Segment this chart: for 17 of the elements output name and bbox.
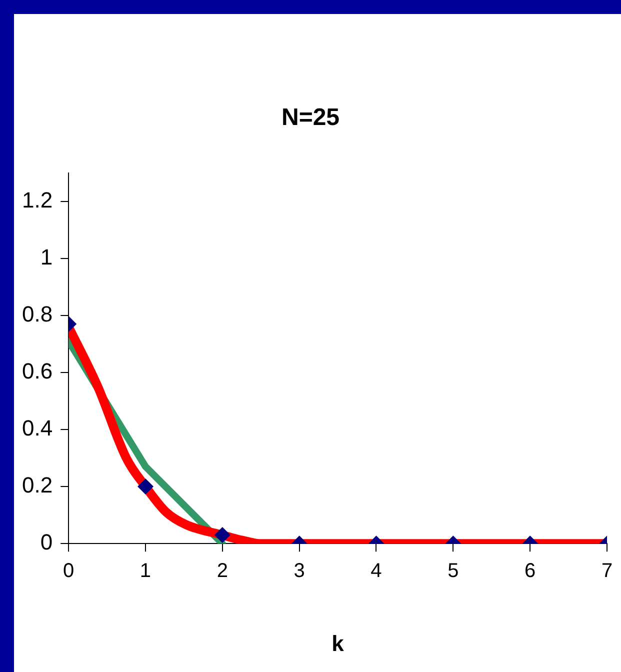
x-tick-label: 2: [216, 560, 228, 582]
y-tick-label: 0: [40, 530, 53, 555]
y-tick-label: 0.6: [22, 358, 53, 384]
x-tick-label: 4: [370, 560, 382, 582]
y-tick-label: 0.4: [22, 416, 53, 441]
y-tick-label: 0.8: [22, 301, 53, 326]
y-tick-label: 0.2: [22, 472, 53, 498]
x-tick-label: 7: [601, 560, 613, 582]
x-tick-label: 3: [294, 560, 305, 582]
x-tick-label: 6: [524, 560, 536, 582]
x-tick-label: 0: [63, 560, 74, 582]
y-tick-label: 1.2: [22, 187, 53, 212]
x-axis-title: k: [332, 630, 345, 656]
x-tick-label: 5: [448, 560, 459, 582]
y-tick-label: 1: [40, 244, 53, 270]
chart-title: N=25: [281, 104, 340, 132]
x-tick-label: 1: [140, 560, 152, 582]
